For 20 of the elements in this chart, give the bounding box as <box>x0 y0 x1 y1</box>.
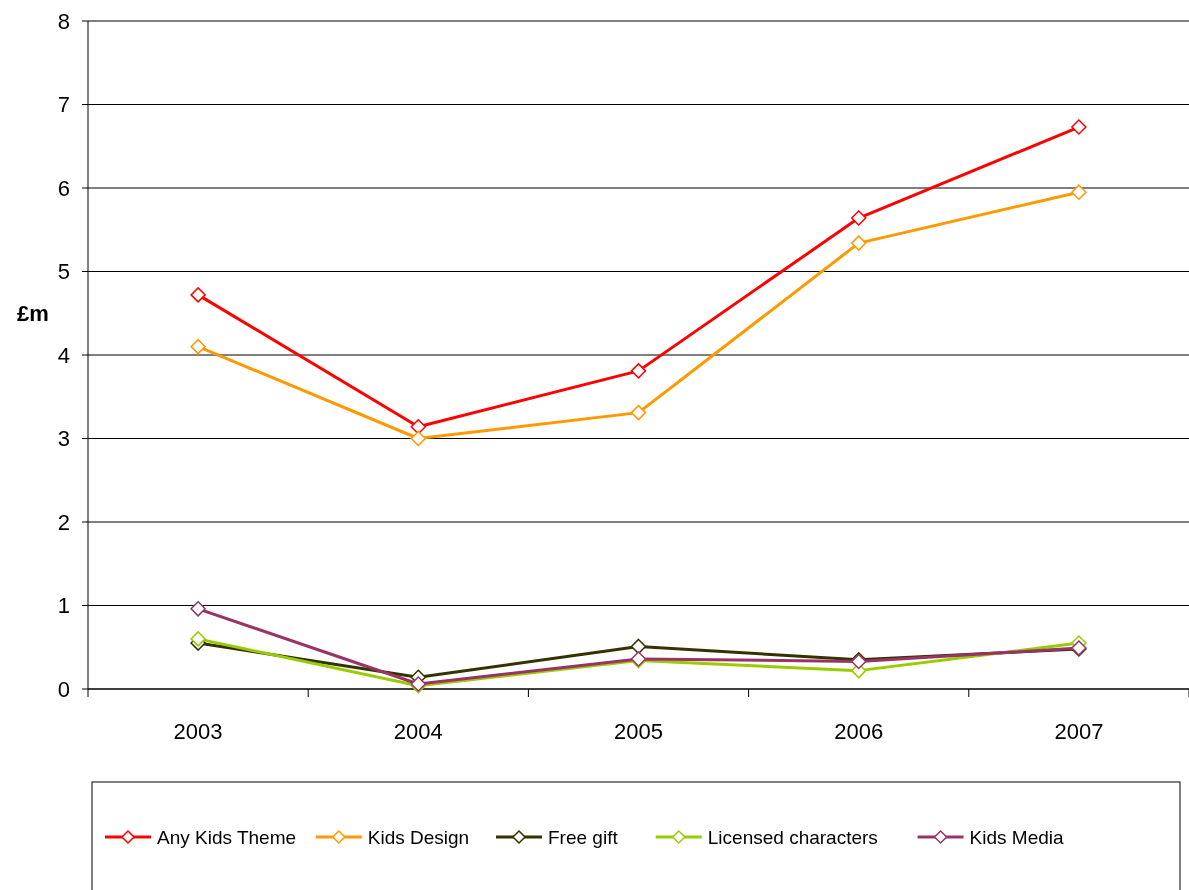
legend-label: Licensed characters <box>707 826 878 848</box>
y-tick-label: 7 <box>57 92 70 118</box>
legend-label: Any Kids Theme <box>157 826 297 848</box>
legend-label: Free gift <box>548 826 619 848</box>
x-tick-label: 2004 <box>393 719 443 744</box>
x-tick-label: 2007 <box>1054 719 1104 744</box>
y-tick-label: 0 <box>57 676 70 702</box>
y-tick-label: 4 <box>57 342 70 368</box>
y-axis-title: £m <box>17 300 49 326</box>
legend-label: Kids Media <box>969 826 1065 848</box>
y-tick-label: 5 <box>57 259 70 285</box>
x-tick-label: 2003 <box>173 719 223 744</box>
y-tick-label: 3 <box>57 426 70 452</box>
x-tick-label: 2006 <box>834 719 884 744</box>
y-tick-label: 6 <box>57 175 70 201</box>
legend-label: Kids Design <box>367 826 470 848</box>
x-tick-label: 2005 <box>614 719 663 744</box>
y-tick-label: 2 <box>57 509 70 535</box>
y-tick-label: 8 <box>57 8 70 34</box>
y-tick-label: 1 <box>57 593 70 619</box>
